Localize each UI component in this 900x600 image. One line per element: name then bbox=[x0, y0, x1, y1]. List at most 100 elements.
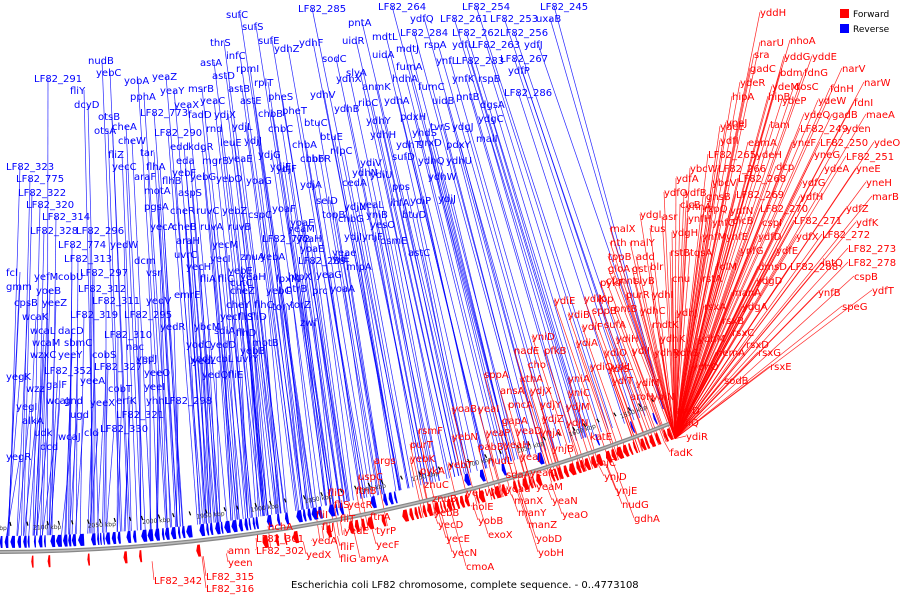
forward-gene-arrow bbox=[348, 520, 355, 534]
reverse-gene-label: fliS bbox=[238, 312, 253, 323]
reverse-gene-label: ruvA bbox=[200, 222, 223, 233]
forward-gene-arrow bbox=[262, 535, 269, 549]
forward-connector bbox=[485, 431, 504, 497]
reverse-connector bbox=[111, 115, 129, 532]
reverse-gene-label: araH bbox=[176, 236, 200, 247]
reverse-gene-label: sufS bbox=[242, 22, 263, 33]
forward-gene-label: yneJ bbox=[726, 118, 747, 129]
forward-gene-label: ynfB bbox=[818, 288, 841, 299]
reverse-connector bbox=[123, 243, 132, 531]
reverse-gene-label: kdgR bbox=[188, 142, 213, 153]
forward-gene-label: gst bbox=[632, 264, 648, 275]
feature-tick bbox=[516, 444, 520, 449]
forward-gene-label: yecE bbox=[446, 534, 470, 545]
forward-gene-arrow bbox=[591, 455, 598, 469]
forward-connector bbox=[541, 417, 561, 480]
reverse-connector bbox=[343, 149, 409, 489]
feature-tick bbox=[57, 520, 61, 525]
reverse-connector bbox=[259, 179, 303, 510]
forward-gene-label: ydiM bbox=[636, 378, 660, 389]
reverse-gene-label: yebZ bbox=[222, 206, 247, 217]
reverse-gene-label: sbmC bbox=[64, 338, 92, 349]
forward-gene-label: holE bbox=[472, 502, 494, 513]
forward-gene-arrow bbox=[326, 525, 333, 538]
reverse-gene-label: alkA bbox=[22, 416, 44, 427]
feature-tick bbox=[498, 449, 502, 455]
reverse-gene-arrow bbox=[68, 534, 72, 547]
forward-gene-arrow bbox=[275, 534, 280, 547]
reverse-connector bbox=[347, 107, 425, 485]
forward-gene-label: manZ bbox=[528, 520, 557, 531]
reverse-gene-label: vsr bbox=[146, 268, 162, 279]
forward-gene-label: ydhI bbox=[652, 290, 674, 301]
reverse-connector bbox=[385, 53, 488, 469]
reverse-connector bbox=[513, 57, 635, 421]
reverse-connector bbox=[156, 399, 161, 529]
reverse-gene-arrow bbox=[170, 526, 177, 540]
feature-tick bbox=[650, 398, 655, 403]
forward-gene-label: rsxC bbox=[732, 328, 754, 339]
reverse-connector bbox=[281, 95, 348, 502]
forward-connector bbox=[371, 529, 377, 545]
reverse-gene-label: pntB bbox=[456, 92, 480, 103]
reverse-gene-arrow bbox=[501, 463, 507, 476]
forward-connector bbox=[659, 337, 676, 439]
feature-tick bbox=[302, 495, 306, 500]
reverse-gene-arrow bbox=[99, 532, 102, 545]
forward-gene-label: ynfC bbox=[712, 218, 735, 229]
reverse-gene-label: yeeI bbox=[144, 382, 165, 393]
forward-gene-arrow bbox=[284, 532, 288, 545]
forward-gene-label: dosC bbox=[794, 82, 819, 93]
forward-connector bbox=[374, 528, 377, 531]
forward-gene-arrow bbox=[475, 491, 480, 504]
reverse-connector bbox=[243, 289, 264, 517]
reverse-gene-label: ydhN bbox=[352, 168, 378, 179]
reverse-connector bbox=[205, 359, 212, 524]
reverse-gene-label: yeaL bbox=[360, 200, 384, 211]
forward-connector bbox=[674, 181, 803, 439]
reverse-gene-label: anmK bbox=[362, 82, 391, 93]
reverse-connector bbox=[167, 131, 198, 525]
reverse-connector bbox=[157, 189, 178, 527]
reverse-gene-label: yebO bbox=[216, 174, 242, 185]
reverse-gene-arrow bbox=[71, 534, 77, 547]
reverse-gene-label: btuC bbox=[304, 118, 328, 129]
reverse-gene-label: yedJ bbox=[190, 354, 211, 365]
forward-connector bbox=[674, 181, 713, 439]
reverse-gene-label: gmm bbox=[6, 282, 32, 293]
feature-tick bbox=[98, 518, 102, 524]
forward-gene-label: malX bbox=[610, 224, 636, 235]
forward-connector bbox=[674, 207, 761, 439]
forward-gene-label: yddH bbox=[760, 8, 786, 19]
reverse-gene-label: flhA bbox=[146, 162, 166, 173]
reverse-connector bbox=[459, 143, 542, 453]
reverse-connector bbox=[87, 103, 99, 534]
reverse-connector bbox=[213, 225, 240, 520]
feature-tick bbox=[354, 485, 357, 490]
reverse-connector bbox=[355, 39, 456, 477]
reverse-connector bbox=[229, 177, 267, 516]
reverse-gene-label: ydhF bbox=[299, 38, 324, 49]
reverse-connector bbox=[345, 251, 385, 494]
reverse-connector bbox=[213, 99, 262, 517]
reverse-connector bbox=[207, 325, 219, 523]
forward-gene-label: add bbox=[636, 252, 655, 263]
reverse-connector bbox=[6, 375, 21, 536]
forward-gene-label: yneF bbox=[792, 138, 816, 149]
reverse-connector bbox=[46, 77, 49, 536]
reverse-connector bbox=[357, 205, 410, 489]
forward-gene-label: yeen bbox=[228, 558, 253, 569]
reverse-gene-label: torZ bbox=[290, 300, 311, 311]
forward-gene-label: nemA bbox=[716, 348, 745, 359]
forward-gene-label: yobB bbox=[478, 516, 503, 527]
reverse-connector bbox=[241, 373, 249, 519]
forward-connector bbox=[674, 205, 687, 439]
forward-gene-arrow bbox=[632, 441, 639, 454]
reverse-connector bbox=[415, 213, 472, 473]
forward-gene-arrow bbox=[557, 467, 564, 480]
reverse-connector bbox=[313, 247, 350, 502]
forward-connector bbox=[517, 492, 529, 525]
reverse-gene-label: fliY bbox=[70, 86, 86, 97]
reverse-gene-arrow bbox=[181, 526, 186, 539]
reverse-connector bbox=[451, 197, 516, 461]
